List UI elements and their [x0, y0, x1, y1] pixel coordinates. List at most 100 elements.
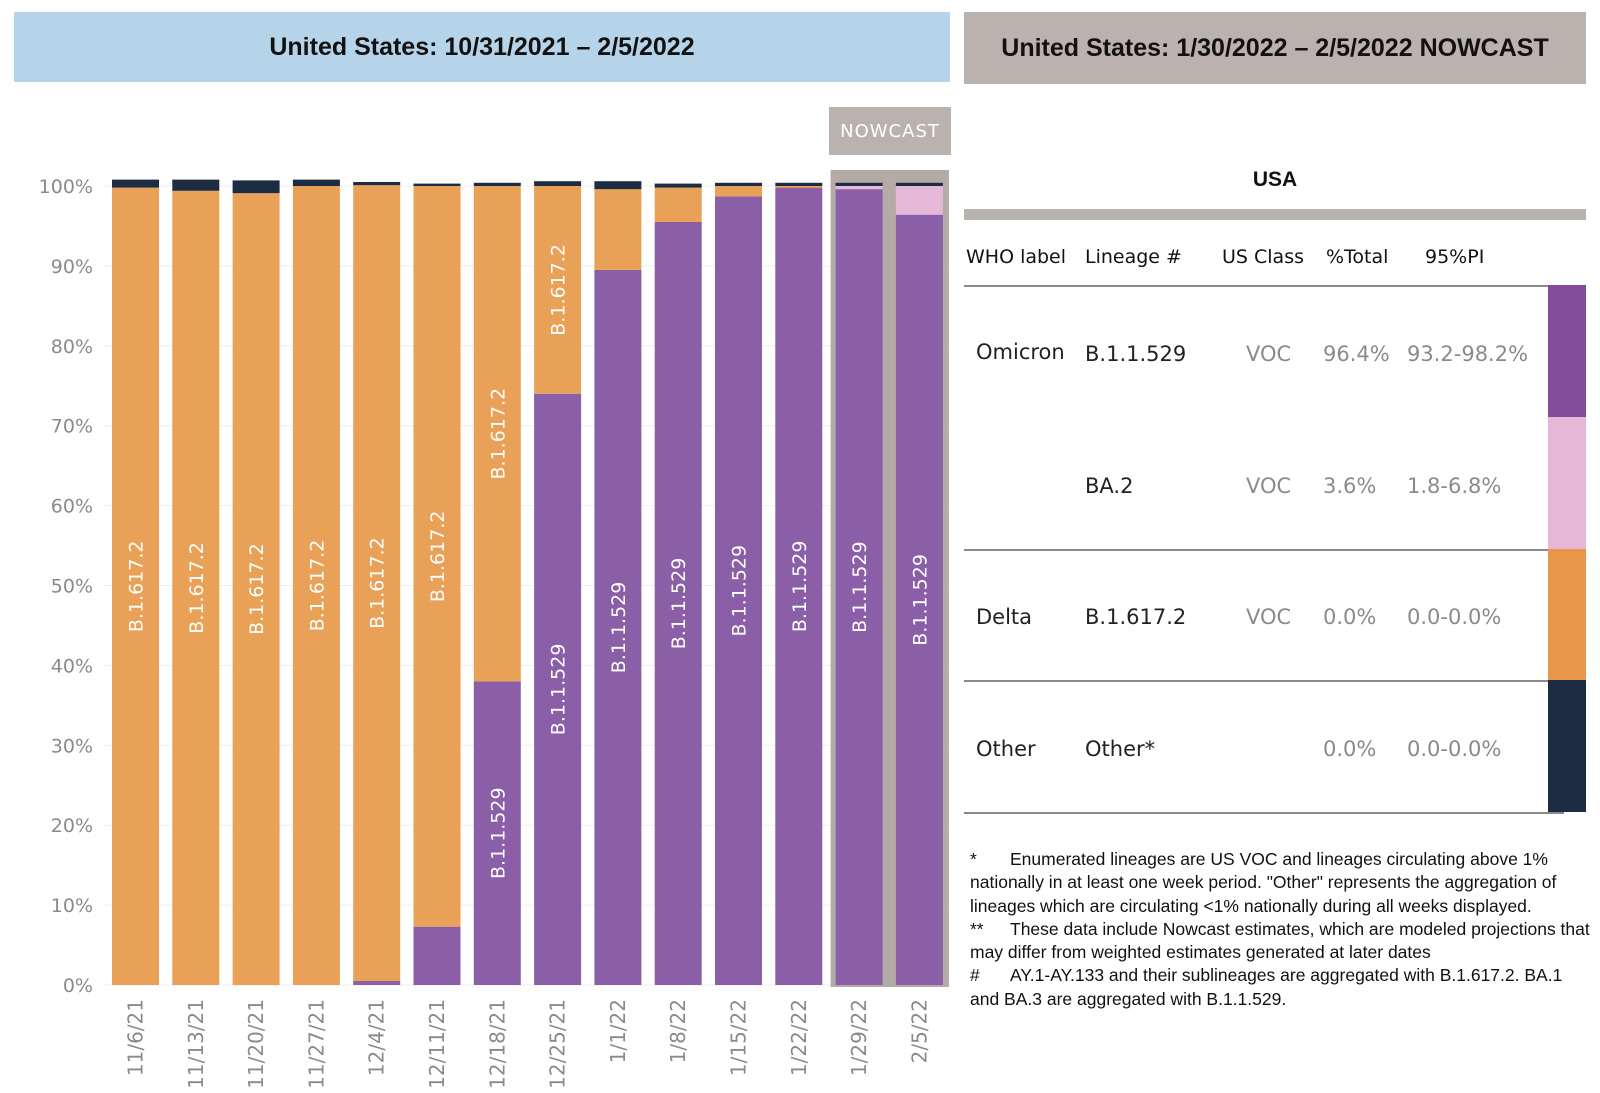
bar-segment [413, 183, 461, 186]
bar-segment [473, 182, 521, 186]
bar-segment [835, 186, 883, 190]
bar-segment [413, 926, 461, 985]
x-tick-label: 11/20/21 [244, 999, 268, 1089]
bar-data-label: B.1.1.529 [608, 582, 630, 674]
table-row-lineage: B.1.1.529 [1085, 342, 1187, 366]
left-chart-title: United States: 10/31/2021 – 2/5/2022 [14, 12, 950, 82]
table-row-pi: 0.0-0.0% [1407, 605, 1502, 629]
table-divider [964, 680, 1564, 682]
header-us-class: US Class [1222, 246, 1304, 268]
footnote: # AY.1-AY.133 and their sublineages are a… [970, 964, 1590, 1011]
x-tick-label: 11/27/21 [304, 999, 328, 1089]
x-tick-label: 12/25/21 [546, 999, 570, 1089]
bar-segment [775, 182, 823, 186]
bar-segment [715, 186, 762, 197]
bar-segment [353, 185, 401, 982]
y-tick-label: 30% [51, 735, 93, 757]
x-tick-label: 12/18/21 [485, 999, 509, 1089]
header-lineage: Lineage # [1085, 246, 1182, 268]
table-row-pi: 1.8-6.8% [1407, 474, 1502, 498]
bar-segment [172, 179, 220, 191]
y-tick-label: 10% [51, 895, 93, 917]
x-tick-label: 2/5/22 [907, 999, 931, 1063]
bar-segment [895, 182, 943, 186]
bar-data-label: B.1.1.529 [668, 558, 690, 650]
bar-segment [594, 189, 642, 270]
y-tick-label: 70% [51, 416, 93, 438]
bar-segment [895, 186, 943, 215]
right-panel-title: United States: 1/30/2022 – 2/5/2022 NOWC… [964, 12, 1586, 84]
y-tick-label: 60% [51, 496, 93, 518]
table-row-us-class: VOC [1246, 474, 1292, 498]
bar-data-label: B.1.1.529 [909, 554, 931, 646]
header-prediction-interval: 95%PI [1425, 246, 1485, 268]
footnote-mark: # [970, 965, 980, 986]
header-who-label: WHO label [966, 246, 1067, 268]
y-tick-label: 40% [51, 655, 93, 677]
bar-segment [654, 221, 702, 985]
bar-segment [835, 189, 883, 986]
bar-segment [534, 181, 582, 186]
region-title: USA [1252, 168, 1298, 191]
bar-data-label: B.1.617.2 [186, 542, 208, 634]
y-tick-label: 0% [63, 975, 93, 997]
bar-segment [172, 190, 220, 985]
footnote-text: AY.1-AY.133 and their sublineages are ag… [970, 965, 1563, 1009]
table-divider [964, 285, 1564, 287]
bar-data-label: B.1.617.2 [487, 388, 509, 480]
y-tick-label: 90% [51, 256, 93, 278]
table-row-us-class: VOC [1246, 605, 1292, 629]
footnote-mark: ** [970, 918, 984, 939]
bar-data-label: B.1.617.2 [367, 537, 389, 629]
omicron-b11529-swatch [1548, 285, 1586, 417]
x-tick-label: 12/4/21 [365, 999, 389, 1076]
table-row-total: 96.4% [1323, 342, 1390, 366]
y-tick-label: 20% [51, 815, 93, 837]
table-divider [964, 812, 1564, 814]
footnote: ** These data include Nowcast estimates, … [970, 918, 1590, 965]
nowcast-label: NOWCAST [829, 107, 951, 155]
bar-segment [654, 183, 702, 188]
x-tick-label: 11/13/21 [184, 999, 208, 1089]
region-title-bar [964, 209, 1586, 220]
bar-data-label: B.1.1.529 [729, 545, 751, 637]
table-row-lineage: Other* [1085, 737, 1156, 761]
bar-segment [413, 186, 461, 927]
bar-data-label: B.1.617.2 [427, 511, 449, 603]
x-tick-label: 1/22/22 [787, 999, 811, 1076]
x-tick-label: 1/1/22 [606, 999, 630, 1063]
table-row-pi: 0.0-0.0% [1407, 737, 1502, 761]
x-tick-label: 1/29/22 [847, 999, 871, 1076]
x-tick-label: 1/15/22 [727, 999, 751, 1076]
footnotes: * Enumerated lineages are US VOC and line… [970, 848, 1590, 1011]
bar-segment [775, 186, 823, 188]
table-row-pi: 93.2-98.2% [1407, 342, 1529, 366]
bar-segment [594, 181, 642, 190]
variant-proportions-chart: 0% 10% 20% 30% 40% 50% 60% 70% 80% 90% 100% 11/6/21… [39, 170, 950, 1089]
table-row-lineage: B.1.617.2 [1085, 605, 1187, 629]
bar-segment [473, 681, 521, 985]
footnote-text: These data include Nowcast estimates, wh… [970, 918, 1590, 963]
bar-segment [292, 186, 340, 985]
table-row-us-class: VOC [1246, 342, 1292, 366]
table-divider [964, 549, 1564, 551]
delta-swatch [1548, 549, 1586, 680]
bar-data-label: B.1.1.529 [789, 540, 811, 632]
bar-segment [654, 187, 702, 222]
bar-segment [534, 186, 582, 394]
bar-data-label: B.1.617.2 [246, 543, 268, 635]
table-row-lineage: BA.2 [1085, 474, 1134, 498]
y-tick-label: 50% [51, 576, 93, 598]
bar-data-label: B.1.1.529 [548, 644, 570, 736]
table-row-total: 0.0% [1323, 737, 1377, 761]
table-row-total: 0.0% [1323, 605, 1377, 629]
bar-data-label: B.1.617.2 [306, 540, 328, 632]
bar-segment [112, 179, 159, 188]
bar-segment [835, 182, 883, 186]
bar-data-label: B.1.1.529 [849, 541, 871, 633]
bar-data-label: B.1.1.529 [487, 787, 509, 879]
x-tick-label: 1/8/22 [666, 999, 690, 1063]
x-tick-label: 11/6/21 [124, 999, 148, 1076]
bar-data-label: B.1.617.2 [548, 244, 570, 336]
bar-data-label: B.1.617.2 [126, 540, 148, 632]
